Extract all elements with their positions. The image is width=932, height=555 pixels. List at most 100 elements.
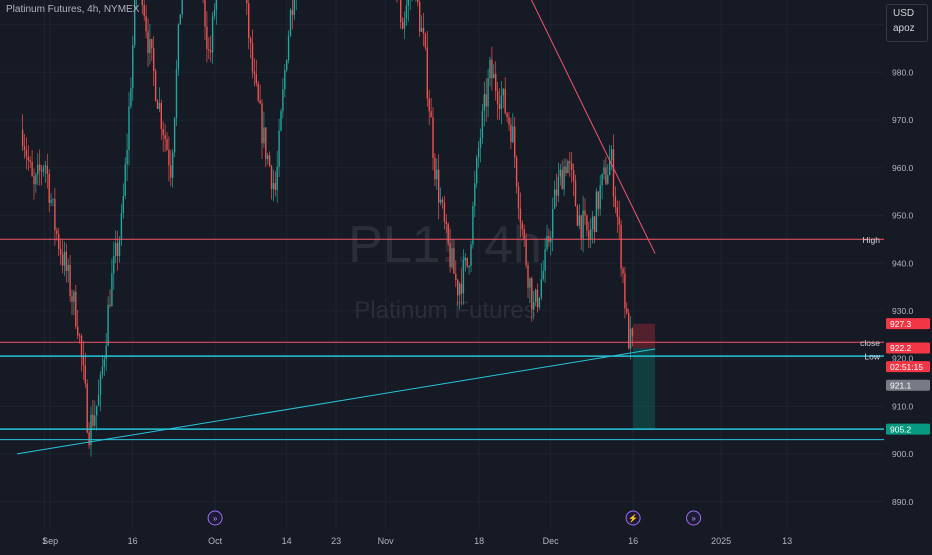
candle-body — [419, 1, 421, 32]
candle-body — [590, 229, 592, 240]
price-axis-label: 970.0 — [892, 115, 914, 125]
candle-body — [576, 206, 579, 226]
position-risk-zone[interactable] — [633, 323, 656, 349]
candle-body — [489, 59, 491, 79]
candle-body — [618, 216, 620, 225]
candle-body — [567, 161, 569, 174]
candle-body — [124, 164, 126, 196]
candle-body — [591, 216, 594, 230]
price-axis-label: 940.0 — [892, 258, 914, 268]
time-axis-label: 1 — [42, 536, 47, 546]
lightning-icon[interactable] — [625, 510, 641, 526]
candle-body — [430, 111, 432, 118]
candle-body — [572, 170, 575, 181]
candle-body — [631, 328, 634, 337]
candle-body — [249, 38, 252, 44]
candle-body — [291, 9, 294, 15]
watermark-name: Platinum Futures — [354, 297, 535, 324]
candle-body — [626, 308, 628, 313]
candle-body — [607, 175, 609, 184]
candle-body — [457, 279, 459, 296]
candle-body — [578, 215, 580, 226]
candle-body — [59, 249, 62, 255]
candle-body — [255, 74, 257, 84]
candle-body — [574, 180, 577, 207]
candle-body — [498, 104, 501, 109]
candle-body — [540, 279, 542, 298]
candle-body — [504, 88, 506, 114]
candle-body — [458, 283, 461, 296]
candle-body — [145, 15, 147, 32]
forward-icon[interactable] — [207, 510, 223, 526]
candle-body — [612, 149, 615, 197]
candle-body — [282, 89, 284, 112]
time-axis-label: Nov — [378, 536, 395, 546]
candle-body — [116, 243, 119, 256]
candle-body — [420, 28, 423, 32]
candle-body — [476, 157, 478, 184]
candle-body — [474, 183, 476, 206]
candle-body — [529, 278, 531, 288]
candle-body — [248, 3, 250, 39]
candle-body — [77, 326, 79, 336]
candle-body — [445, 221, 447, 224]
currency-extra: apoz — [893, 23, 915, 34]
trend-line-2[interactable] — [369, 0, 656, 254]
time-axis-label: 16 — [628, 536, 638, 546]
candle-body — [177, 24, 180, 70]
candle-body — [37, 164, 39, 175]
candle-body — [158, 103, 161, 109]
price-tag-label: 921.1 — [890, 380, 912, 390]
candle-body — [71, 296, 73, 302]
candle-body — [132, 45, 134, 88]
price-axis-label: 960.0 — [892, 163, 914, 173]
candle-body — [451, 248, 453, 268]
candle-body — [113, 256, 115, 274]
candle-body — [175, 69, 178, 118]
candle-body — [179, 14, 181, 25]
candle-body — [141, 0, 143, 6]
candle-body — [50, 200, 52, 203]
price-tag-label: 905.2 — [890, 424, 912, 434]
candle-body — [130, 87, 132, 107]
candle-body — [94, 415, 96, 426]
position-reward-zone[interactable] — [633, 348, 656, 430]
candle-body — [206, 26, 208, 50]
price-tag-label: 922.2 — [890, 343, 912, 353]
candle-body — [584, 210, 586, 216]
candle-body — [491, 59, 493, 79]
candle-body — [246, 0, 248, 4]
candle-body — [65, 251, 67, 271]
candle-body — [96, 405, 98, 416]
price-axis-label: 930.0 — [892, 306, 914, 316]
candle-body — [92, 414, 94, 426]
candle-body — [436, 169, 438, 180]
candle-body — [487, 78, 489, 107]
candle-body — [441, 199, 444, 203]
candle-body — [181, 0, 183, 15]
time-axis-label: Dec — [543, 536, 560, 546]
forward-icon[interactable] — [686, 510, 702, 526]
currency-box[interactable]: USD apoz — [886, 4, 928, 42]
price-tag — [886, 423, 930, 435]
candle-body — [276, 166, 278, 190]
candle-body — [86, 383, 88, 433]
candle-body — [99, 374, 102, 396]
price-axis[interactable] — [884, 0, 932, 550]
candle-body — [512, 126, 514, 143]
candle-body — [599, 185, 601, 209]
currency-code[interactable]: USD — [893, 8, 915, 19]
candle-body — [432, 117, 434, 158]
candle-body — [422, 28, 425, 34]
trend-line-3[interactable] — [17, 348, 656, 455]
candle-body — [259, 100, 261, 104]
candle-body — [67, 264, 69, 271]
candle-body — [54, 199, 56, 231]
candle-body — [107, 304, 109, 346]
candle-body — [208, 49, 210, 51]
candle-body — [211, 16, 214, 53]
candle-body — [443, 202, 446, 222]
candle-body — [534, 289, 537, 303]
candle-body — [470, 244, 472, 266]
